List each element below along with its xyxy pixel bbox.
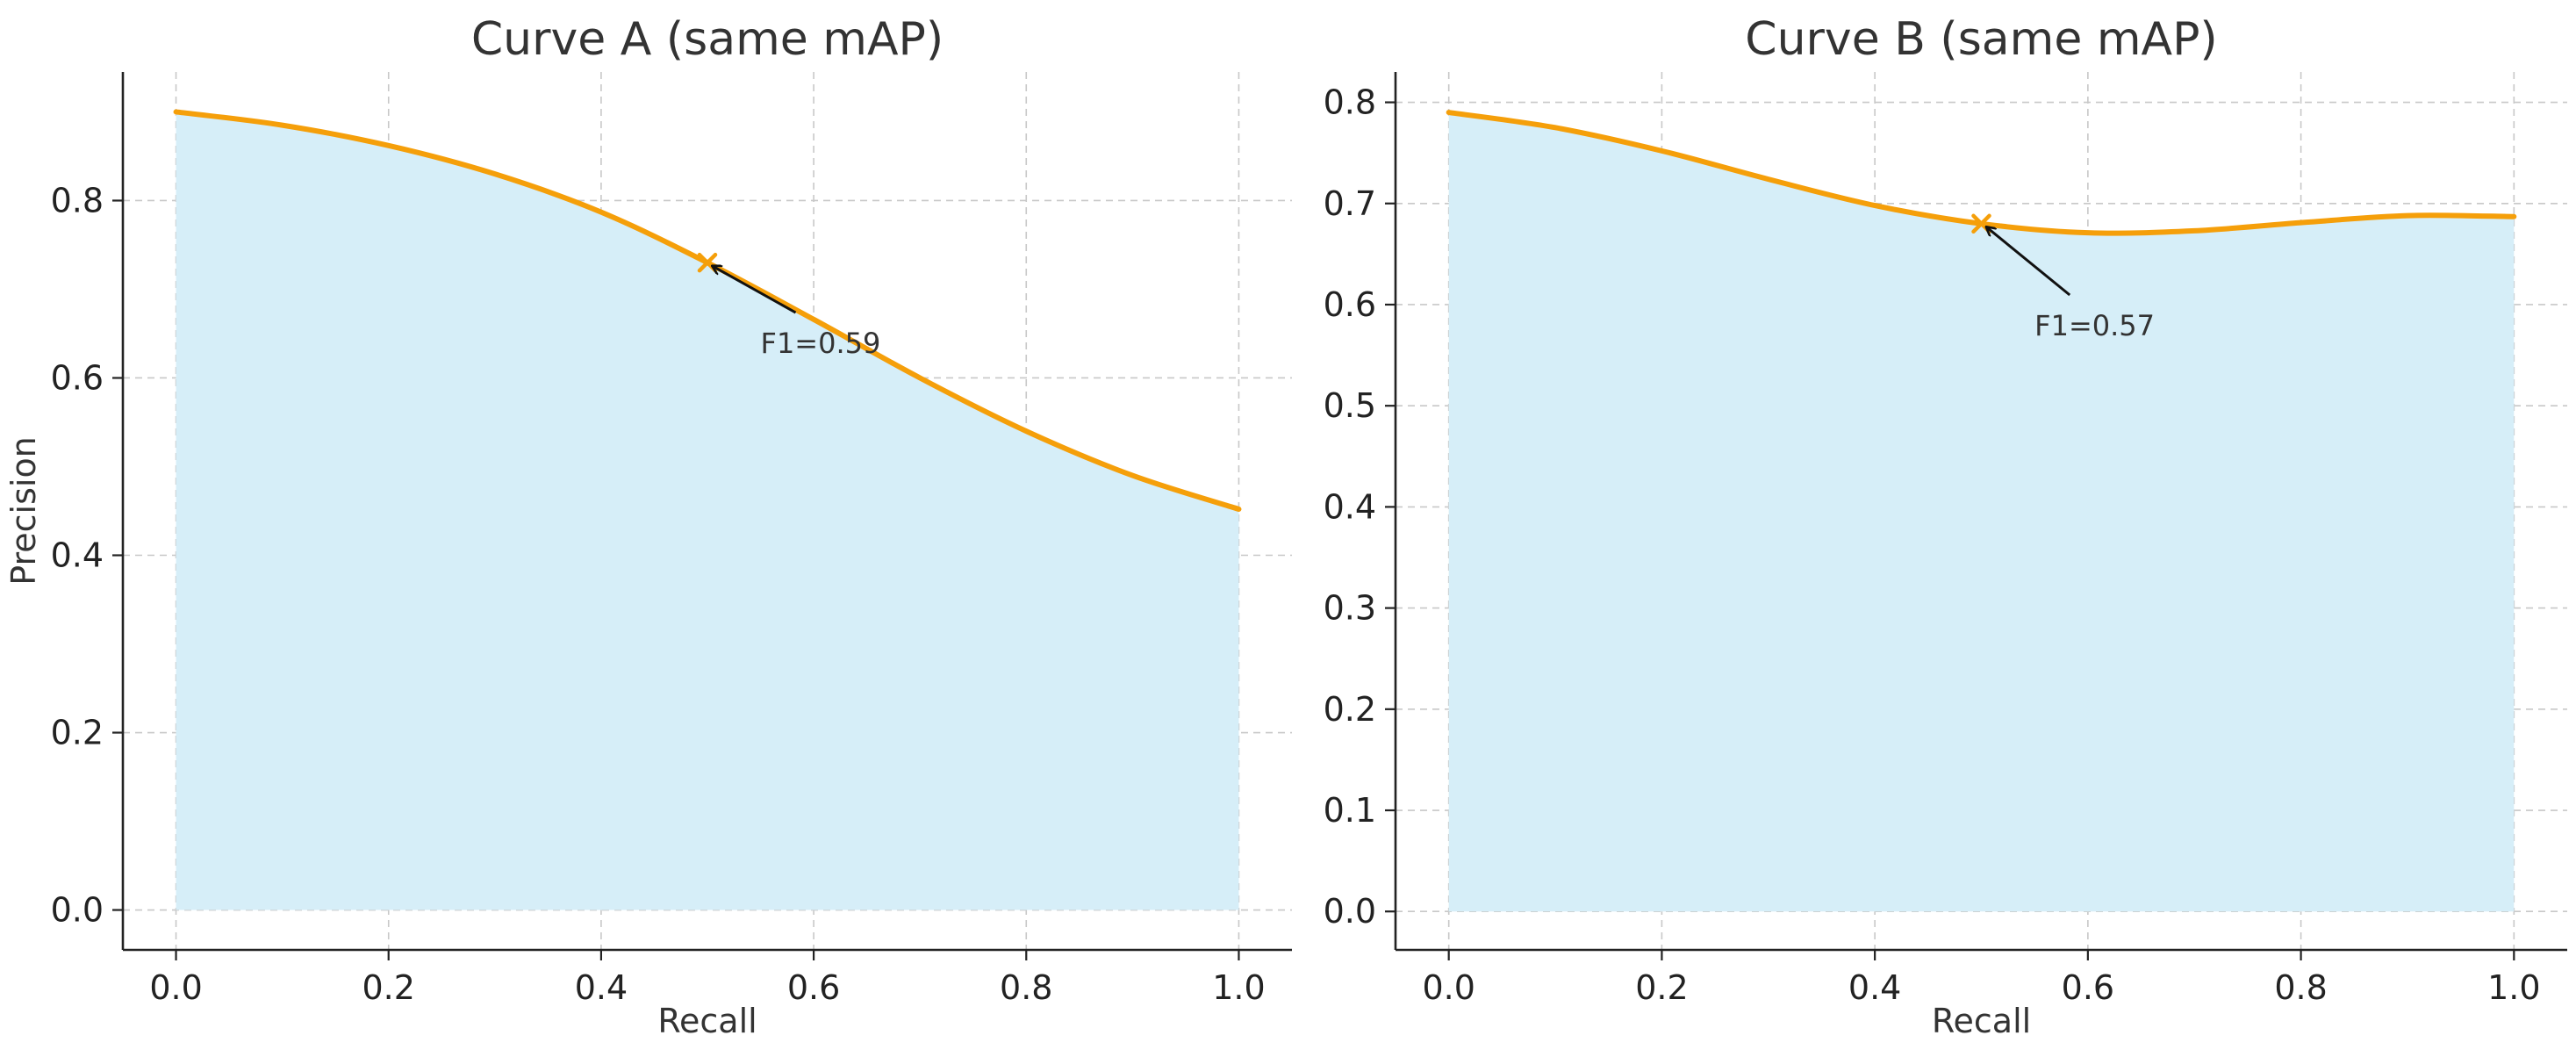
chart-title-curve-a: Curve A (same mAP) bbox=[471, 13, 944, 66]
y-tick-label: 0.8 bbox=[51, 181, 104, 219]
y-axis-label-curve-a: Precision bbox=[4, 436, 43, 586]
x-tick-label: 0.2 bbox=[362, 968, 415, 1007]
x-tick-label: 0.6 bbox=[787, 968, 840, 1007]
x-axis-label-curve-a: Recall bbox=[657, 1002, 757, 1040]
annotation-arrow-curve-b bbox=[1987, 227, 2071, 297]
area-fill-curve-a bbox=[176, 111, 1239, 910]
y-tick-label: 0.1 bbox=[1324, 791, 1376, 830]
x-tick-label: 1.0 bbox=[1212, 968, 1265, 1007]
marker-x-stroke bbox=[1971, 213, 1991, 234]
y-tick-label: 0.5 bbox=[1324, 386, 1376, 425]
annotation-f1-curve-b: F1=0.57 bbox=[2034, 309, 2155, 342]
y-tick-label: 0.7 bbox=[1324, 184, 1376, 223]
y-tick-label: 0.3 bbox=[1324, 589, 1376, 628]
x-ticks-curve-b: 0.0 0.2 0.4 0.6 0.8 1.0 bbox=[1422, 950, 2541, 1007]
x-tick-label: 0.4 bbox=[1848, 968, 1901, 1007]
y-tick-label: 0.0 bbox=[51, 891, 104, 930]
y-tick-label: 0.2 bbox=[1324, 690, 1376, 729]
x-tick-label: 0.0 bbox=[1422, 968, 1475, 1007]
annotation-f1-curve-a: F1=0.59 bbox=[761, 327, 881, 360]
y-ticks-curve-b: 0.0 0.1 0.2 0.3 0.4 0.5 0.6 0.7 0.8 bbox=[1324, 83, 1396, 931]
panel-curve-b: F1=0.57 0.0 0.2 0.4 0.6 0.8 1.0 0.00.10.20.30… bbox=[1324, 13, 2567, 1040]
x-ticks-curve-a: 0.0 0.2 0.4 0.6 0.8 1.0 bbox=[149, 950, 1266, 1007]
x-tick-label: 0.6 bbox=[2062, 968, 2114, 1007]
x-tick-label: 0.0 bbox=[149, 968, 202, 1007]
x-tick-label: 0.4 bbox=[575, 968, 628, 1007]
y-tick-label: 0.6 bbox=[51, 358, 104, 397]
y-tick-label: 0.4 bbox=[1324, 487, 1376, 526]
chart-title-curve-b: Curve B (same mAP) bbox=[1745, 13, 2217, 66]
axes-spines-curve-b bbox=[1394, 72, 2567, 952]
x-axis-label-curve-b: Recall bbox=[1932, 1002, 2031, 1040]
panel-curve-a: F1=0.59 0.0 0.2 0.4 0.6 0.8 1.0 0.00.20.40.60… bbox=[4, 13, 1292, 1040]
x-tick-label: 0.8 bbox=[2274, 968, 2327, 1007]
x-tick-label: 0.2 bbox=[1635, 968, 1688, 1007]
axes-spines-curve-a bbox=[121, 72, 1292, 952]
x-tick-label: 1.0 bbox=[2487, 968, 2540, 1007]
y-tick-label: 0.0 bbox=[1324, 892, 1376, 931]
annotation-arrow-curve-a bbox=[713, 266, 797, 314]
y-tick-label: 0.2 bbox=[51, 714, 104, 752]
y-ticks-curve-a: 0.0 0.2 0.4 0.6 0.8 bbox=[51, 181, 123, 930]
x-tick-label: 0.8 bbox=[1000, 968, 1052, 1007]
y-tick-label: 0.6 bbox=[1324, 285, 1376, 324]
y-tick-label: 0.8 bbox=[1324, 83, 1376, 122]
marker-x-stroke bbox=[697, 252, 718, 273]
y-tick-label: 0.4 bbox=[51, 536, 104, 575]
area-fill-curve-b bbox=[1448, 112, 2515, 912]
